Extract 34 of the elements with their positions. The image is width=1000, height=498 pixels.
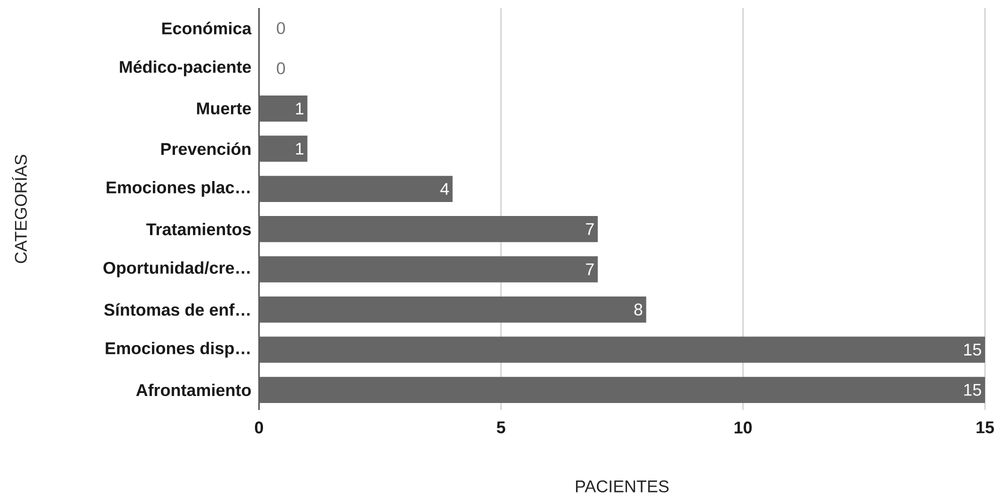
x-axis-title: PACIENTES — [576, 480, 669, 492]
bar — [259, 376, 986, 403]
x-tick-label: 5 — [496, 422, 506, 434]
data-label: 15 — [964, 344, 982, 356]
x-tick-label: 15 — [976, 422, 994, 434]
data-label: 0 — [276, 62, 285, 74]
data-label: 7 — [586, 223, 594, 235]
y-tick-label: Muerte — [197, 102, 251, 114]
bar — [259, 296, 646, 323]
bar — [259, 176, 453, 202]
data-label: 1 — [296, 102, 304, 114]
data-label: 1 — [296, 142, 304, 155]
data-label: 0 — [276, 22, 285, 34]
y-tick-label: Emociones plac… — [106, 181, 250, 197]
y-tick-label: Prevención — [161, 142, 250, 156]
data-label: 15 — [964, 384, 982, 396]
y-tick-label: Tratamientos — [146, 222, 251, 236]
bar — [259, 336, 986, 363]
y-axis-title: CATEGORÍAS — [12, 154, 27, 264]
bar — [259, 95, 308, 122]
bar — [259, 216, 598, 242]
x-tick-label: 0 — [254, 422, 264, 434]
y-tick-label: Emociones disp… — [106, 342, 250, 358]
data-label: 7 — [586, 263, 594, 276]
data-label: 4 — [440, 183, 449, 195]
y-tick-label: Síntomas de enf… — [104, 303, 250, 316]
bar — [259, 256, 598, 282]
y-tick-label: Afrontamiento — [136, 384, 251, 396]
y-tick-label: Oportunidad/cre… — [103, 261, 250, 278]
x-tick-label: 10 — [734, 422, 752, 434]
y-tick-label: Médico-paciente — [120, 60, 251, 76]
bar — [259, 136, 308, 162]
data-label: 8 — [634, 304, 642, 316]
y-tick-label: Económica — [162, 22, 252, 34]
